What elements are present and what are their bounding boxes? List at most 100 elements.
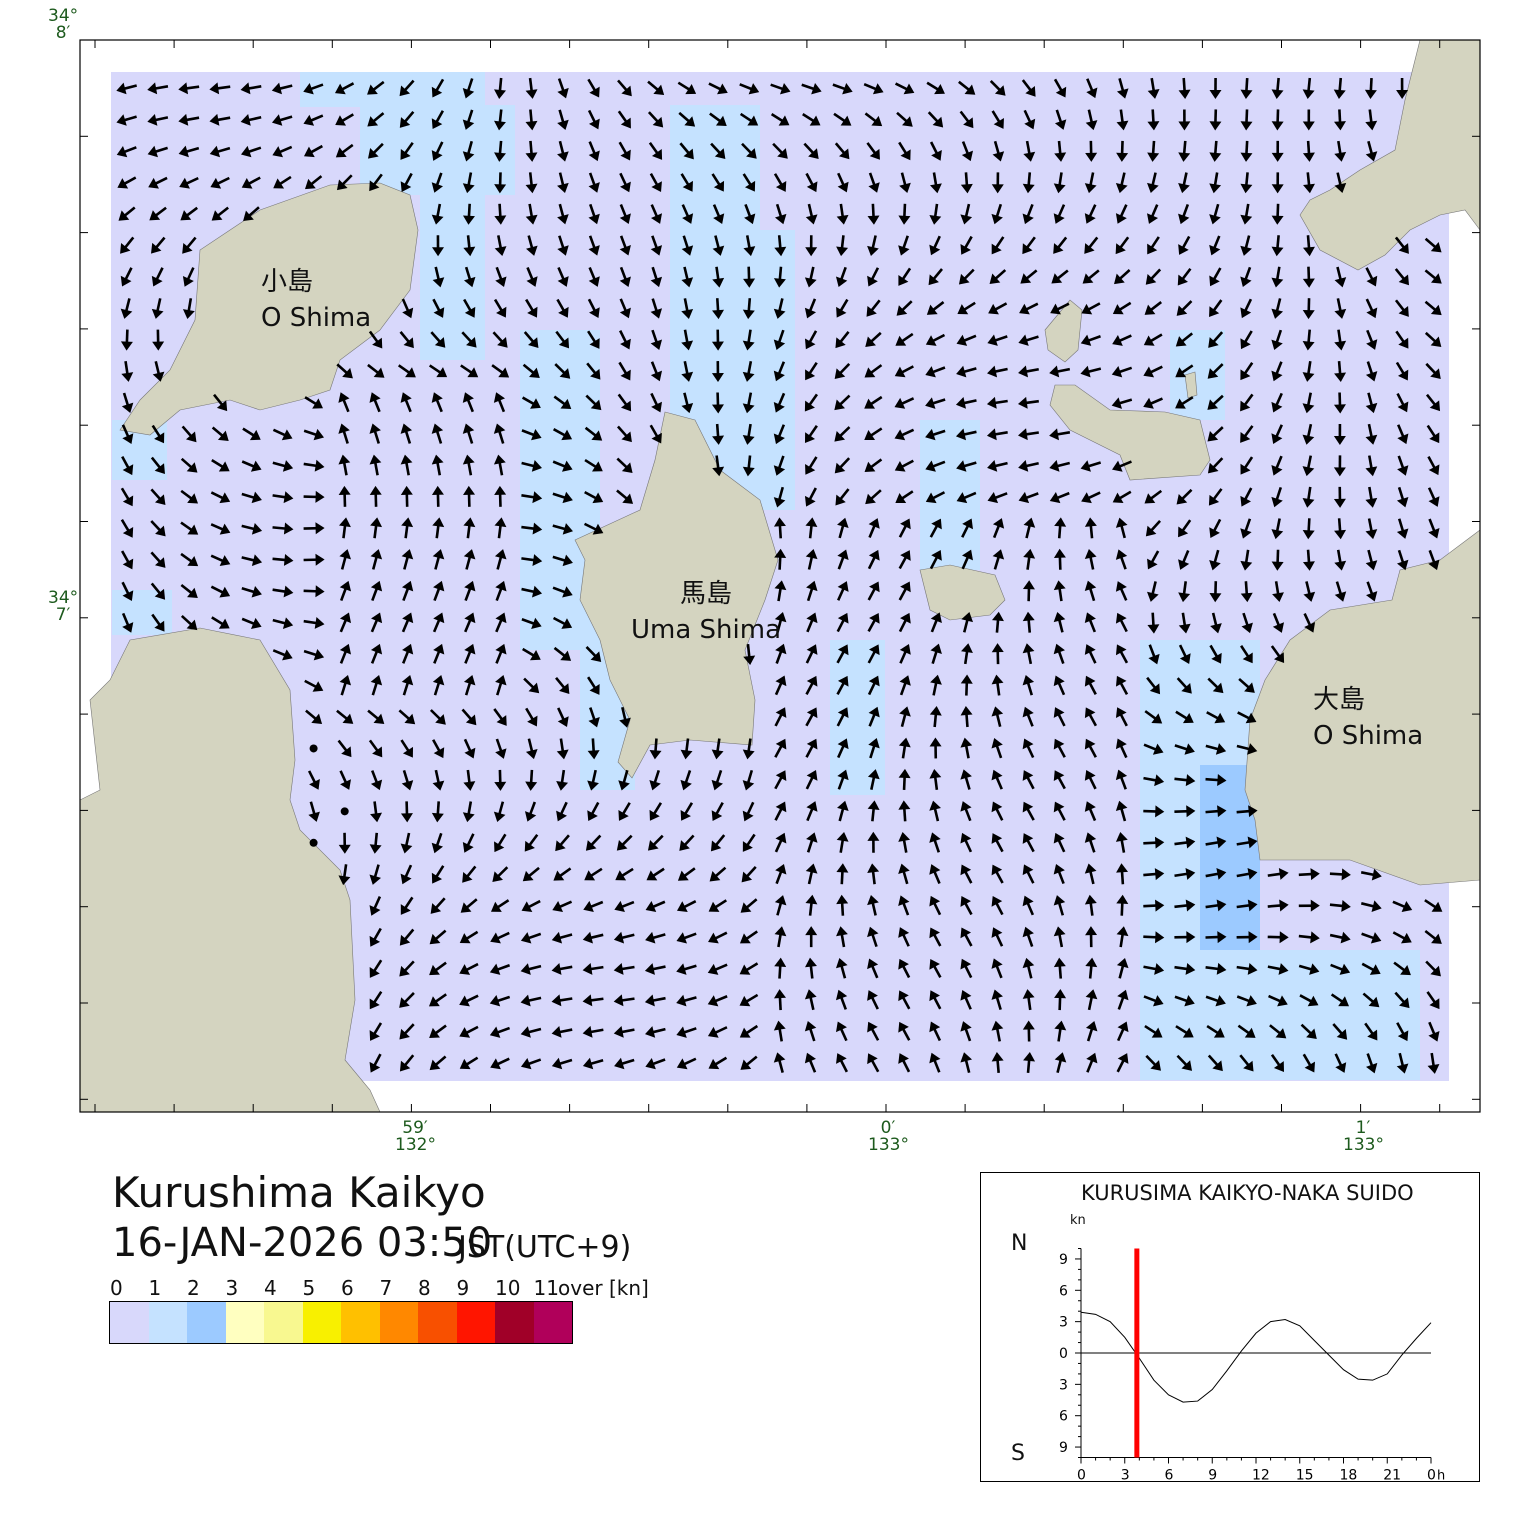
map-timezone: JST(UTC+9): [458, 1230, 632, 1265]
current-arrow: [120, 329, 133, 351]
legend-over-label: over [kn]: [558, 1276, 649, 1300]
legend-swatch: [341, 1302, 380, 1343]
arrow-head: [744, 213, 756, 225]
arrow-head: [1085, 120, 1098, 131]
arrow-head: [1430, 304, 1442, 316]
current-arrow: [894, 82, 915, 95]
arrow-head: [1302, 246, 1315, 257]
arrow-head: [650, 308, 663, 319]
current-arrow: [1271, 140, 1284, 162]
current-arrow: [303, 83, 324, 95]
arrow-head: [620, 181, 631, 193]
current-arrow: [896, 111, 913, 127]
arrow-head: [498, 367, 510, 378]
arrow-head: [1025, 85, 1036, 97]
current-arrow: [1017, 396, 1039, 409]
current-arrow: [650, 392, 662, 413]
current-arrow: [926, 301, 945, 315]
arrow-head: [744, 180, 756, 192]
current-arrow: [650, 204, 662, 224]
arrow-head: [681, 245, 694, 256]
arrow-head: [683, 148, 694, 160]
arrow-head: [651, 401, 662, 413]
arrow-head: [619, 307, 631, 319]
arrow-head: [147, 82, 158, 95]
current-arrow: [1208, 331, 1224, 348]
arrow-head: [681, 340, 694, 351]
current-arrow: [588, 235, 600, 256]
arrow-head: [431, 182, 443, 193]
arrow-head: [557, 151, 569, 162]
current-arrow: [209, 145, 231, 158]
island-label-umashima: 馬島 Uma Shima: [631, 579, 782, 645]
arrow-head: [650, 276, 663, 288]
current-arrow: [1271, 77, 1284, 99]
current-arrow: [1147, 172, 1159, 194]
arrow-head: [620, 117, 631, 129]
current-arrow: [650, 329, 663, 351]
current-arrow: [960, 203, 973, 225]
current-arrow: [961, 141, 974, 162]
arrow-head: [620, 149, 631, 161]
current-arrow: [1209, 267, 1222, 287]
current-arrow: [1084, 204, 1097, 224]
current-arrow: [1207, 363, 1224, 379]
arrow-head: [557, 276, 569, 287]
legend-label: 2: [187, 1276, 200, 1300]
current-arrow: [864, 395, 883, 409]
current-arrow: [209, 113, 231, 126]
current-arrow: [1207, 394, 1224, 410]
current-arrow: [742, 392, 755, 414]
arrow-head: [805, 247, 818, 257]
current-arrow: [526, 235, 538, 256]
current-arrow: [555, 330, 570, 349]
arrow-head: [1143, 397, 1154, 409]
arrow-head: [928, 274, 939, 286]
arrow-head: [620, 400, 632, 412]
current-arrow: [681, 392, 694, 414]
current-arrow: [462, 78, 475, 99]
arrow-head: [116, 114, 127, 126]
arrow-head: [1365, 371, 1378, 382]
current-arrow: [180, 206, 198, 221]
arrow-head: [835, 276, 848, 288]
current-arrow: [462, 203, 475, 225]
arrow-head: [1175, 398, 1186, 409]
land-polygon: [574, 411, 779, 779]
current-arrow: [588, 141, 600, 162]
arrow-head: [742, 340, 755, 351]
arrow-head: [335, 115, 347, 126]
arrow-head: [925, 397, 936, 409]
current-arrow: [1144, 301, 1163, 315]
current-arrow: [742, 298, 755, 320]
current-arrow: [770, 83, 791, 95]
current-arrow: [1209, 203, 1221, 225]
island-label-koshima: 小島 O Shima: [261, 267, 372, 333]
arrow-head: [433, 307, 445, 318]
arrow-head: [1209, 306, 1220, 318]
arrow-head: [209, 82, 220, 95]
current-arrow: [1147, 77, 1160, 99]
arrow-head: [1082, 273, 1094, 284]
current-arrow: [367, 80, 385, 95]
current-arrow: [894, 397, 915, 409]
current-arrow: [1240, 140, 1253, 162]
current-arrow: [1146, 204, 1159, 224]
current-arrow: [866, 299, 881, 317]
arrow-head: [1334, 277, 1347, 288]
current-arrow: [121, 360, 134, 382]
arrow-head: [525, 89, 538, 99]
arrow-head: [839, 148, 850, 160]
arrow-head: [1271, 184, 1284, 194]
current-arrow: [898, 235, 910, 256]
arrow-head: [526, 276, 538, 287]
arrow-head: [895, 335, 907, 346]
arrow-head: [120, 341, 133, 351]
current-arrow: [987, 365, 1008, 378]
current-arrow: [1112, 301, 1132, 315]
arrow-head: [1366, 339, 1378, 350]
current-arrow: [959, 110, 974, 129]
arrow-head: [1334, 340, 1347, 351]
legend-swatch: [418, 1302, 457, 1343]
current-arrow: [712, 204, 725, 224]
